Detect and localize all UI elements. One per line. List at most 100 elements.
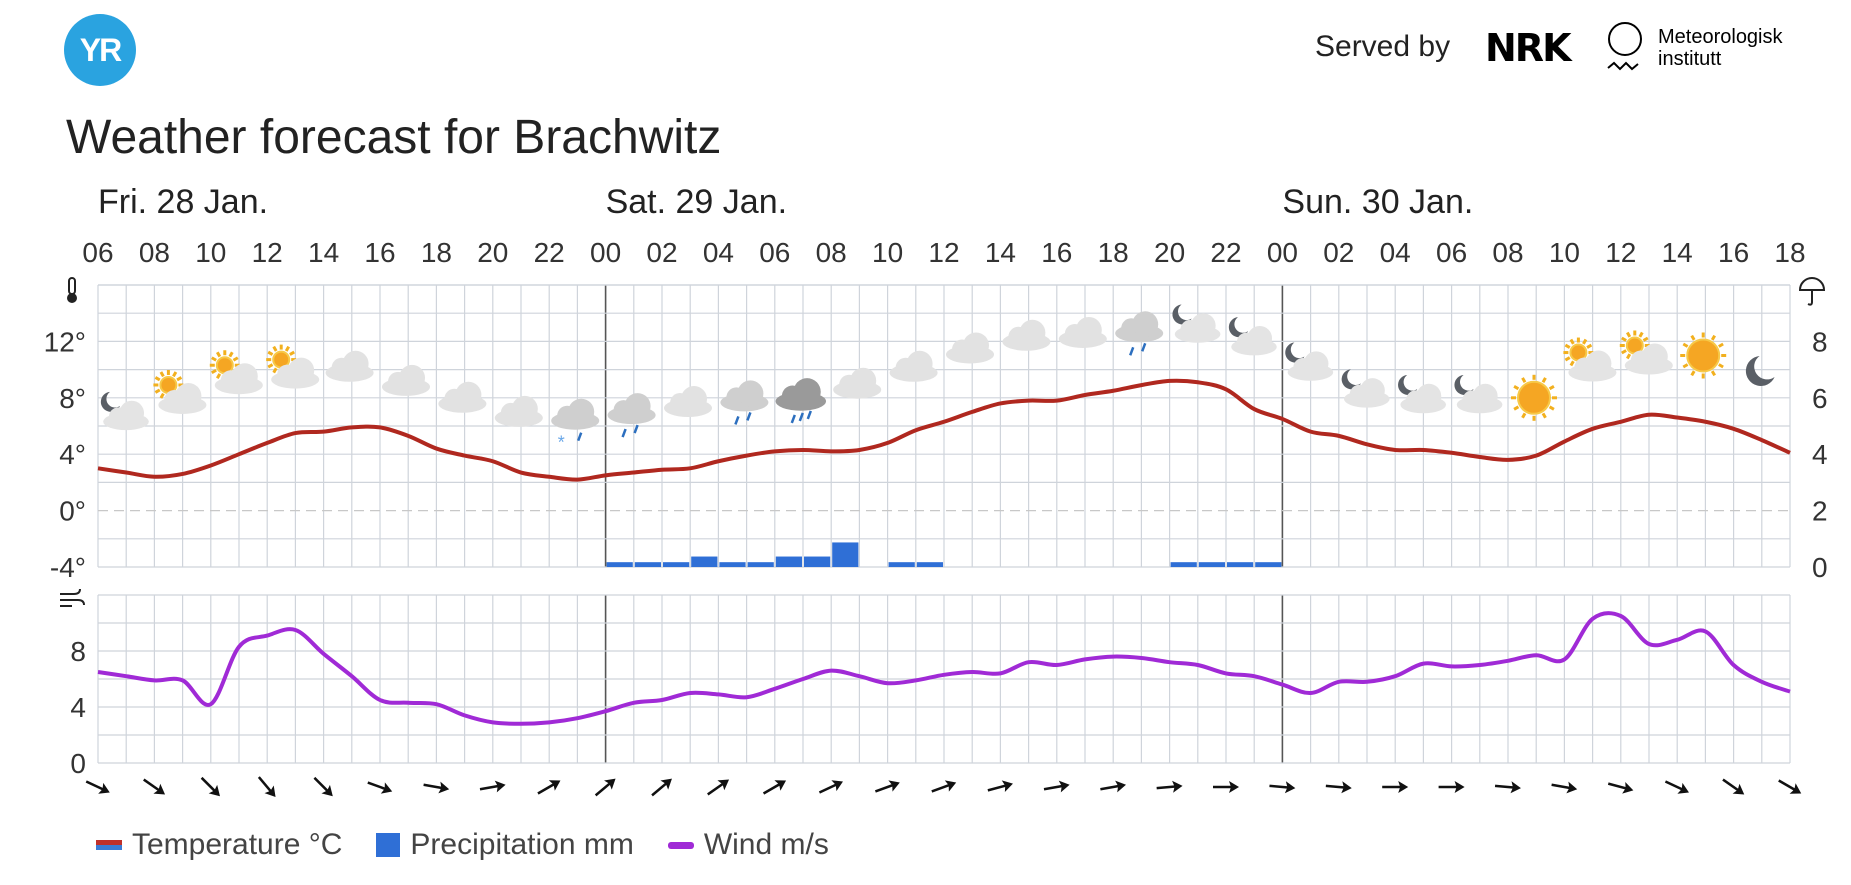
cloud-puff bbox=[1132, 311, 1159, 338]
sun-ray bbox=[1710, 370, 1716, 377]
sun-ray bbox=[272, 367, 278, 374]
cloud-puff bbox=[624, 393, 651, 420]
precipitation-bar bbox=[1198, 562, 1225, 567]
cloud-puff bbox=[511, 395, 538, 422]
light-rain-icon bbox=[720, 380, 769, 425]
temp-y-tick: 12° bbox=[44, 326, 86, 357]
x-tick-label: 16 bbox=[364, 237, 395, 268]
wind-icon bbox=[60, 588, 85, 607]
arrow-head bbox=[548, 780, 561, 791]
wind-direction-arrow-icon bbox=[1778, 779, 1802, 794]
precip-y-tick: 4 bbox=[1812, 439, 1828, 470]
x-tick-label: 22 bbox=[1210, 237, 1241, 268]
sun-ray bbox=[1682, 363, 1689, 369]
wind-direction-arrow-icon bbox=[423, 781, 450, 794]
partly-cloudy-night-icon bbox=[1172, 304, 1221, 343]
wind-direction-arrow-icon bbox=[257, 776, 276, 797]
met-logo-text[interactable]: Meteorologisk institutt bbox=[1658, 26, 1783, 70]
nrk-logo[interactable]: NRK bbox=[1485, 26, 1572, 70]
wind-direction-arrow-icon bbox=[479, 780, 506, 793]
arrow-head bbox=[1058, 780, 1070, 793]
sun-ray bbox=[1564, 343, 1571, 349]
arrow-head bbox=[1229, 781, 1239, 793]
sun-ray bbox=[1638, 331, 1644, 338]
arrow-head bbox=[604, 778, 616, 790]
cloudy-icon bbox=[1002, 319, 1051, 351]
partly-cloudy-day-icon bbox=[153, 369, 207, 414]
x-tick-label: 16 bbox=[1041, 237, 1072, 268]
moon-shape bbox=[1745, 356, 1775, 386]
precipitation-bar bbox=[832, 542, 859, 567]
cloudy-icon bbox=[664, 386, 712, 418]
chart-legend: Temperature °C Precipitation mm Wind m/s bbox=[96, 828, 863, 862]
x-tick-label: 00 bbox=[1267, 237, 1298, 268]
cloud-puff bbox=[568, 398, 595, 425]
rain-drop bbox=[633, 424, 639, 434]
x-tick-label: 14 bbox=[308, 237, 339, 268]
sun-ray bbox=[159, 392, 165, 399]
x-tick-label: 14 bbox=[985, 237, 1016, 268]
cloud-puff bbox=[1303, 351, 1329, 377]
wind-y-tick: 0 bbox=[70, 748, 86, 779]
sun-ray bbox=[1569, 360, 1575, 367]
rain-drop bbox=[806, 410, 812, 420]
x-tick-label: 08 bbox=[816, 237, 847, 268]
x-tick-label: 02 bbox=[646, 237, 677, 268]
sun-ray bbox=[1521, 412, 1527, 419]
sun-ray bbox=[172, 371, 178, 378]
x-tick-label: 02 bbox=[1323, 237, 1354, 268]
wind-direction-arrow-icon bbox=[537, 780, 561, 795]
cloud-puff bbox=[906, 350, 933, 377]
arrow-head bbox=[264, 785, 276, 797]
wind-direction-arrow-icon bbox=[1043, 780, 1070, 793]
moon-shape bbox=[1285, 342, 1305, 363]
sun-ray bbox=[154, 388, 161, 394]
umbrella-handle bbox=[1807, 290, 1813, 306]
light-rain-icon bbox=[607, 393, 656, 438]
arrow-head bbox=[888, 780, 900, 792]
legend-precipitation-label: Precipitation mm bbox=[410, 828, 634, 861]
thermometer-tube bbox=[68, 277, 76, 295]
x-tick-label: 16 bbox=[1718, 237, 1749, 268]
precipitation-bar bbox=[663, 562, 690, 567]
temp-y-tick: 0° bbox=[59, 496, 86, 527]
arrow-head bbox=[1341, 781, 1352, 794]
clear-night-icon bbox=[1745, 356, 1775, 386]
cloud-puff bbox=[1019, 319, 1046, 346]
wind-direction-arrow-icon bbox=[762, 780, 787, 795]
sun-ray bbox=[232, 356, 239, 362]
day-label: Sun. 30 Jan. bbox=[1282, 183, 1473, 221]
wind-direction-arrow-icon bbox=[1269, 781, 1296, 794]
sun-ray bbox=[267, 350, 274, 356]
arrow-head bbox=[380, 782, 393, 794]
moon-shape bbox=[1454, 374, 1474, 395]
arrow-head bbox=[831, 780, 843, 792]
wind-direction-arrow-icon bbox=[931, 780, 957, 793]
sun-ray bbox=[1548, 405, 1555, 411]
cloudy-icon bbox=[494, 395, 543, 427]
cloud-puff bbox=[963, 332, 989, 359]
yr-logo[interactable]: YR bbox=[64, 14, 136, 86]
sun-ray bbox=[211, 356, 217, 362]
sun-ray bbox=[211, 368, 217, 375]
legend-item-temperature: Temperature °C bbox=[96, 828, 342, 862]
partly-cloudy-day-icon bbox=[1619, 330, 1673, 375]
arrow-head bbox=[1284, 781, 1296, 794]
cloud-puff bbox=[793, 378, 821, 406]
sun-ray bbox=[1541, 412, 1547, 419]
met-name-line1: Meteorologisk bbox=[1658, 26, 1783, 48]
partly-cloudy-night-icon bbox=[100, 391, 149, 431]
wind-direction-arrow-icon bbox=[1551, 781, 1578, 794]
x-tick-label: 10 bbox=[872, 237, 903, 268]
legend-wind-label: Wind m/s bbox=[703, 828, 829, 861]
day-label: Sat. 29 Jan. bbox=[606, 183, 787, 221]
wind-direction-arrow-icon bbox=[1494, 781, 1521, 794]
moon-shape bbox=[1341, 369, 1361, 390]
wind-line bbox=[97, 611, 1791, 726]
sun-ray bbox=[272, 345, 278, 352]
x-tick-label: 00 bbox=[590, 237, 621, 268]
rain-drop bbox=[734, 415, 740, 425]
sleet-icon bbox=[551, 398, 600, 442]
rain-drop bbox=[1141, 342, 1147, 352]
arrow-head bbox=[1172, 780, 1183, 793]
